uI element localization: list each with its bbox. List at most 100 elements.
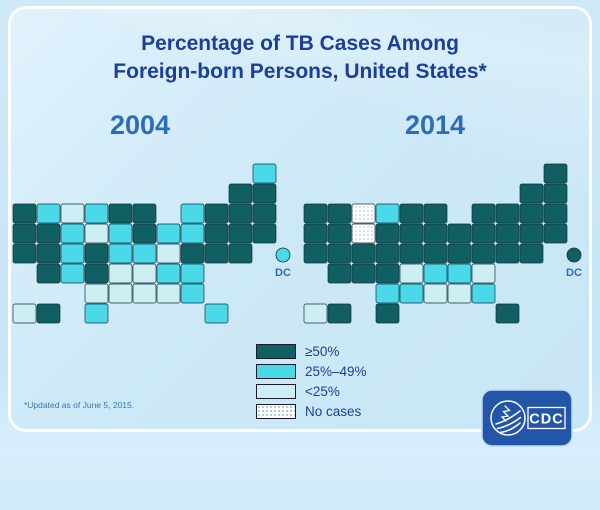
state-tile-AR-y2014	[399, 263, 424, 284]
state-tile-TX-y2004	[84, 303, 109, 324]
state-tile-WA-y2004	[12, 203, 37, 224]
state-tile-LA-y2014	[399, 283, 424, 304]
choropleth-map-2014: DC	[303, 163, 582, 324]
state-tile-ME-y2004	[252, 163, 277, 184]
state-tile-AZ-y2004	[36, 263, 61, 284]
state-tile-OH-y2004	[180, 223, 205, 244]
state-tile-RI-y2004	[252, 203, 277, 224]
state-tile-AL-y2014	[447, 283, 472, 304]
state-tile-HI-y2004	[36, 303, 61, 324]
state-tile-HI-y2014	[327, 303, 352, 324]
state-tile-ID-y2004	[36, 203, 61, 224]
state-tile-NJ-y2004	[228, 223, 253, 244]
state-tile-IN-y2004	[156, 223, 181, 244]
state-tile-NY-y2004	[204, 203, 229, 224]
legend: ≥50% 25%–49% <25% No cases	[256, 341, 367, 421]
state-tile-OR-y2004	[12, 223, 37, 244]
state-tile-NE-y2004	[84, 243, 109, 264]
state-tile-MI-y2004	[180, 203, 205, 224]
state-tile-WI-y2004	[132, 203, 157, 224]
state-tile-IL-y2004	[132, 223, 157, 244]
state-tile-WV-y2004	[156, 243, 181, 264]
state-tile-GA-y2014	[471, 283, 496, 304]
year-label-2014: 2014	[404, 110, 466, 140]
state-tile-TN-y2004	[132, 263, 157, 284]
state-tile-IL-y2014	[423, 223, 448, 244]
legend-label-gte50: ≥50%	[305, 343, 340, 359]
state-tile-VT-y2004	[228, 183, 253, 204]
state-tile-NM-y2004	[60, 263, 85, 284]
state-tile-NM-y2014	[351, 263, 376, 284]
state-tile-IA-y2014	[399, 223, 424, 244]
state-tile-OR-y2014	[303, 223, 328, 244]
cdc-text: CDC	[529, 412, 563, 428]
state-tile-UT-y2014	[327, 243, 352, 264]
state-tile-MA-y2004	[228, 203, 253, 224]
state-tile-WI-y2014	[423, 203, 448, 224]
state-tile-CT-y2004	[252, 223, 277, 244]
state-tile-MN-y2004	[108, 203, 133, 224]
state-tile-ID-y2014	[327, 203, 352, 224]
state-tile-MD-y2004	[204, 243, 229, 264]
state-tile-OK-y2014	[375, 283, 400, 304]
state-tile-MT-y2004	[60, 203, 85, 224]
state-tile-KS-y2014	[375, 263, 400, 284]
state-tile-PA-y2014	[495, 223, 520, 244]
dc-dot-y2004	[275, 247, 291, 263]
legend-label-25to49: 25%–49%	[305, 363, 367, 379]
state-tile-SD-y2014	[375, 223, 400, 244]
state-tile-MI-y2014	[471, 203, 496, 224]
dc-label-y2004: DC	[275, 267, 291, 279]
state-tile-FL-y2014	[495, 303, 520, 324]
hhs-emblem-icon	[490, 400, 526, 436]
state-tile-ND-y2014	[375, 203, 400, 224]
state-tile-KY-y2014	[423, 243, 448, 264]
state-tile-ND-y2004	[84, 203, 109, 224]
year-label-2004: 2004	[109, 110, 171, 140]
legend-item-25to49: 25%–49%	[256, 361, 367, 381]
state-tile-CO-y2014	[351, 243, 376, 264]
state-tile-MN-y2014	[399, 203, 424, 224]
state-tile-WY-y2004	[60, 223, 85, 244]
state-tile-OK-y2004	[84, 283, 109, 304]
state-tile-TN-y2014	[423, 263, 448, 284]
state-tile-WY-y2014	[351, 223, 376, 244]
legend-swatch-25to49	[256, 363, 296, 379]
state-tile-CA-y2004	[12, 243, 37, 264]
state-tile-AR-y2004	[108, 263, 133, 284]
legend-label-lt25: <25%	[305, 383, 340, 399]
legend-swatch-none	[256, 403, 296, 419]
state-tile-SC-y2004	[180, 263, 205, 284]
state-tile-OH-y2014	[471, 223, 496, 244]
state-tile-SC-y2014	[471, 263, 496, 284]
state-tile-DE-y2014	[519, 243, 544, 264]
dc-dot-y2014	[566, 247, 582, 263]
state-tile-VA-y2004	[180, 243, 205, 264]
state-tile-NC-y2014	[447, 263, 472, 284]
state-tile-NH-y2004	[252, 183, 277, 204]
state-tile-NY-y2014	[495, 203, 520, 224]
state-tile-IN-y2014	[447, 223, 472, 244]
state-tile-NV-y2004	[36, 223, 61, 244]
state-tile-WV-y2014	[447, 243, 472, 264]
state-tile-FL-y2004	[204, 303, 229, 324]
state-tile-RI-y2014	[543, 203, 568, 224]
state-tile-PA-y2004	[204, 223, 229, 244]
state-tile-CT-y2014	[543, 223, 568, 244]
cdc-text-box	[527, 406, 566, 430]
state-tile-NV-y2014	[327, 223, 352, 244]
state-tile-LA-y2004	[108, 283, 133, 304]
title-line-1: Percentage of TB Cases Among	[141, 32, 459, 55]
state-tile-MS-y2004	[132, 283, 157, 304]
state-tile-IA-y2004	[108, 223, 133, 244]
state-tile-MT-y2014	[351, 203, 376, 224]
state-tile-GA-y2004	[180, 283, 205, 304]
state-tile-KS-y2004	[84, 263, 109, 284]
state-tile-AZ-y2014	[327, 263, 352, 284]
state-tile-TX-y2014	[375, 303, 400, 324]
state-tile-SD-y2004	[84, 223, 109, 244]
slide-title: Percentage of TB Cases Among Foreign-bor…	[0, 30, 600, 86]
state-tile-CO-y2004	[60, 243, 85, 264]
state-tile-AK-y2014	[303, 303, 328, 324]
